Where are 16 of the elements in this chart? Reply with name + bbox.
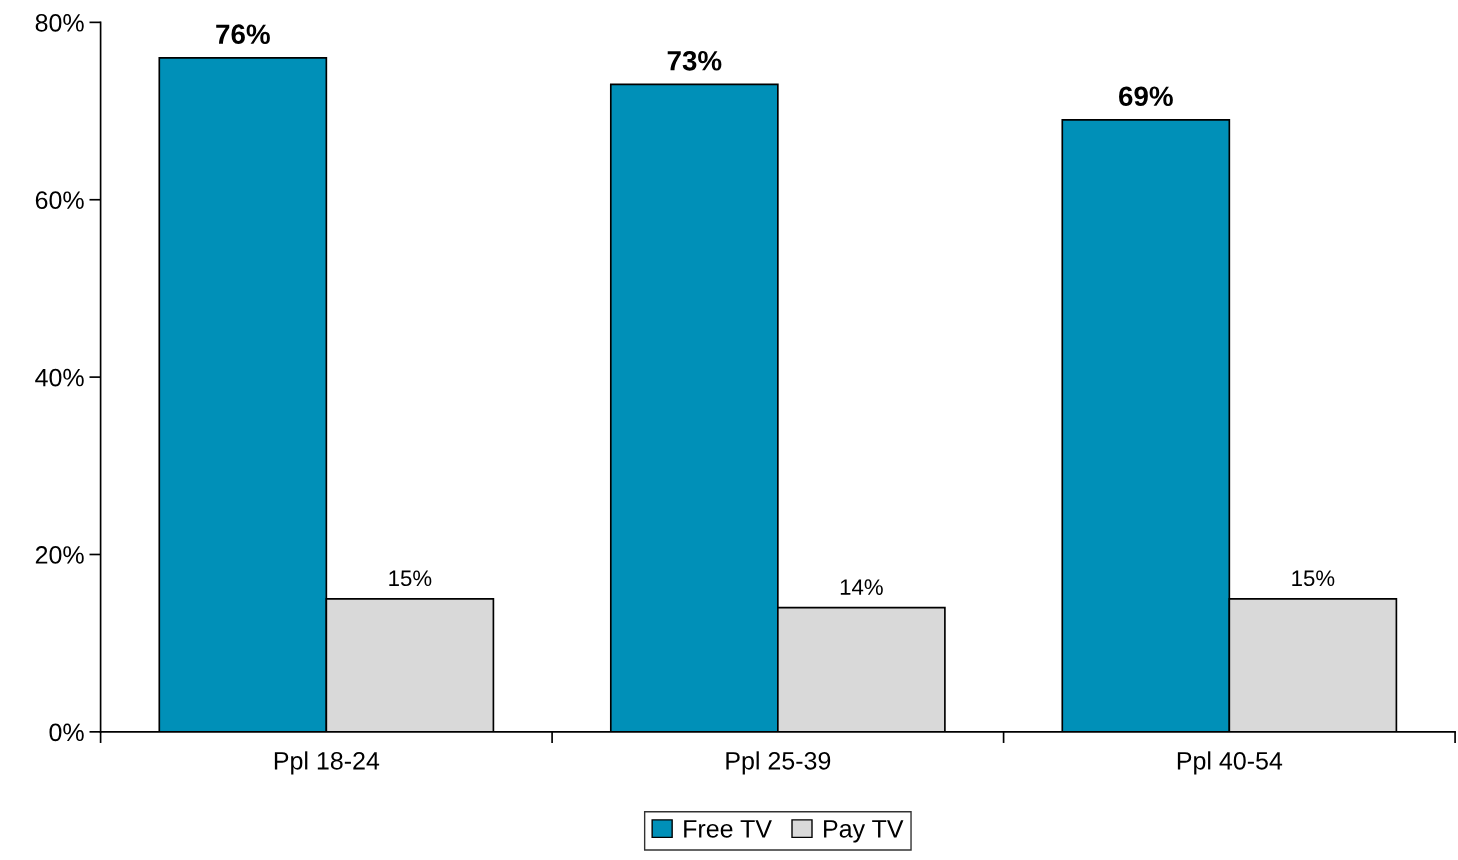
y-tick-label: 0%	[49, 723, 84, 742]
data-label: 15%	[1292, 570, 1335, 587]
y-tick-label: 20%	[35, 546, 84, 564]
data-label: 15%	[389, 570, 432, 587]
y-tick-label: 40%	[35, 368, 84, 387]
y-tick-label: 80%	[35, 13, 84, 32]
x-tick-label: Ppl 25-39	[726, 751, 831, 775]
data-label: 14%	[840, 579, 883, 595]
data-label: 73%	[667, 50, 722, 71]
legend-label: Free TV	[684, 820, 772, 838]
x-tick-label: Ppl 40-54	[1177, 751, 1283, 775]
y-tick-label: 60%	[35, 191, 84, 210]
legend-label: Pay TV	[824, 820, 904, 843]
data-label: 76%	[216, 24, 270, 45]
data-label: 69%	[1119, 86, 1173, 107]
x-tick-label: Ppl 18-24	[274, 751, 380, 775]
